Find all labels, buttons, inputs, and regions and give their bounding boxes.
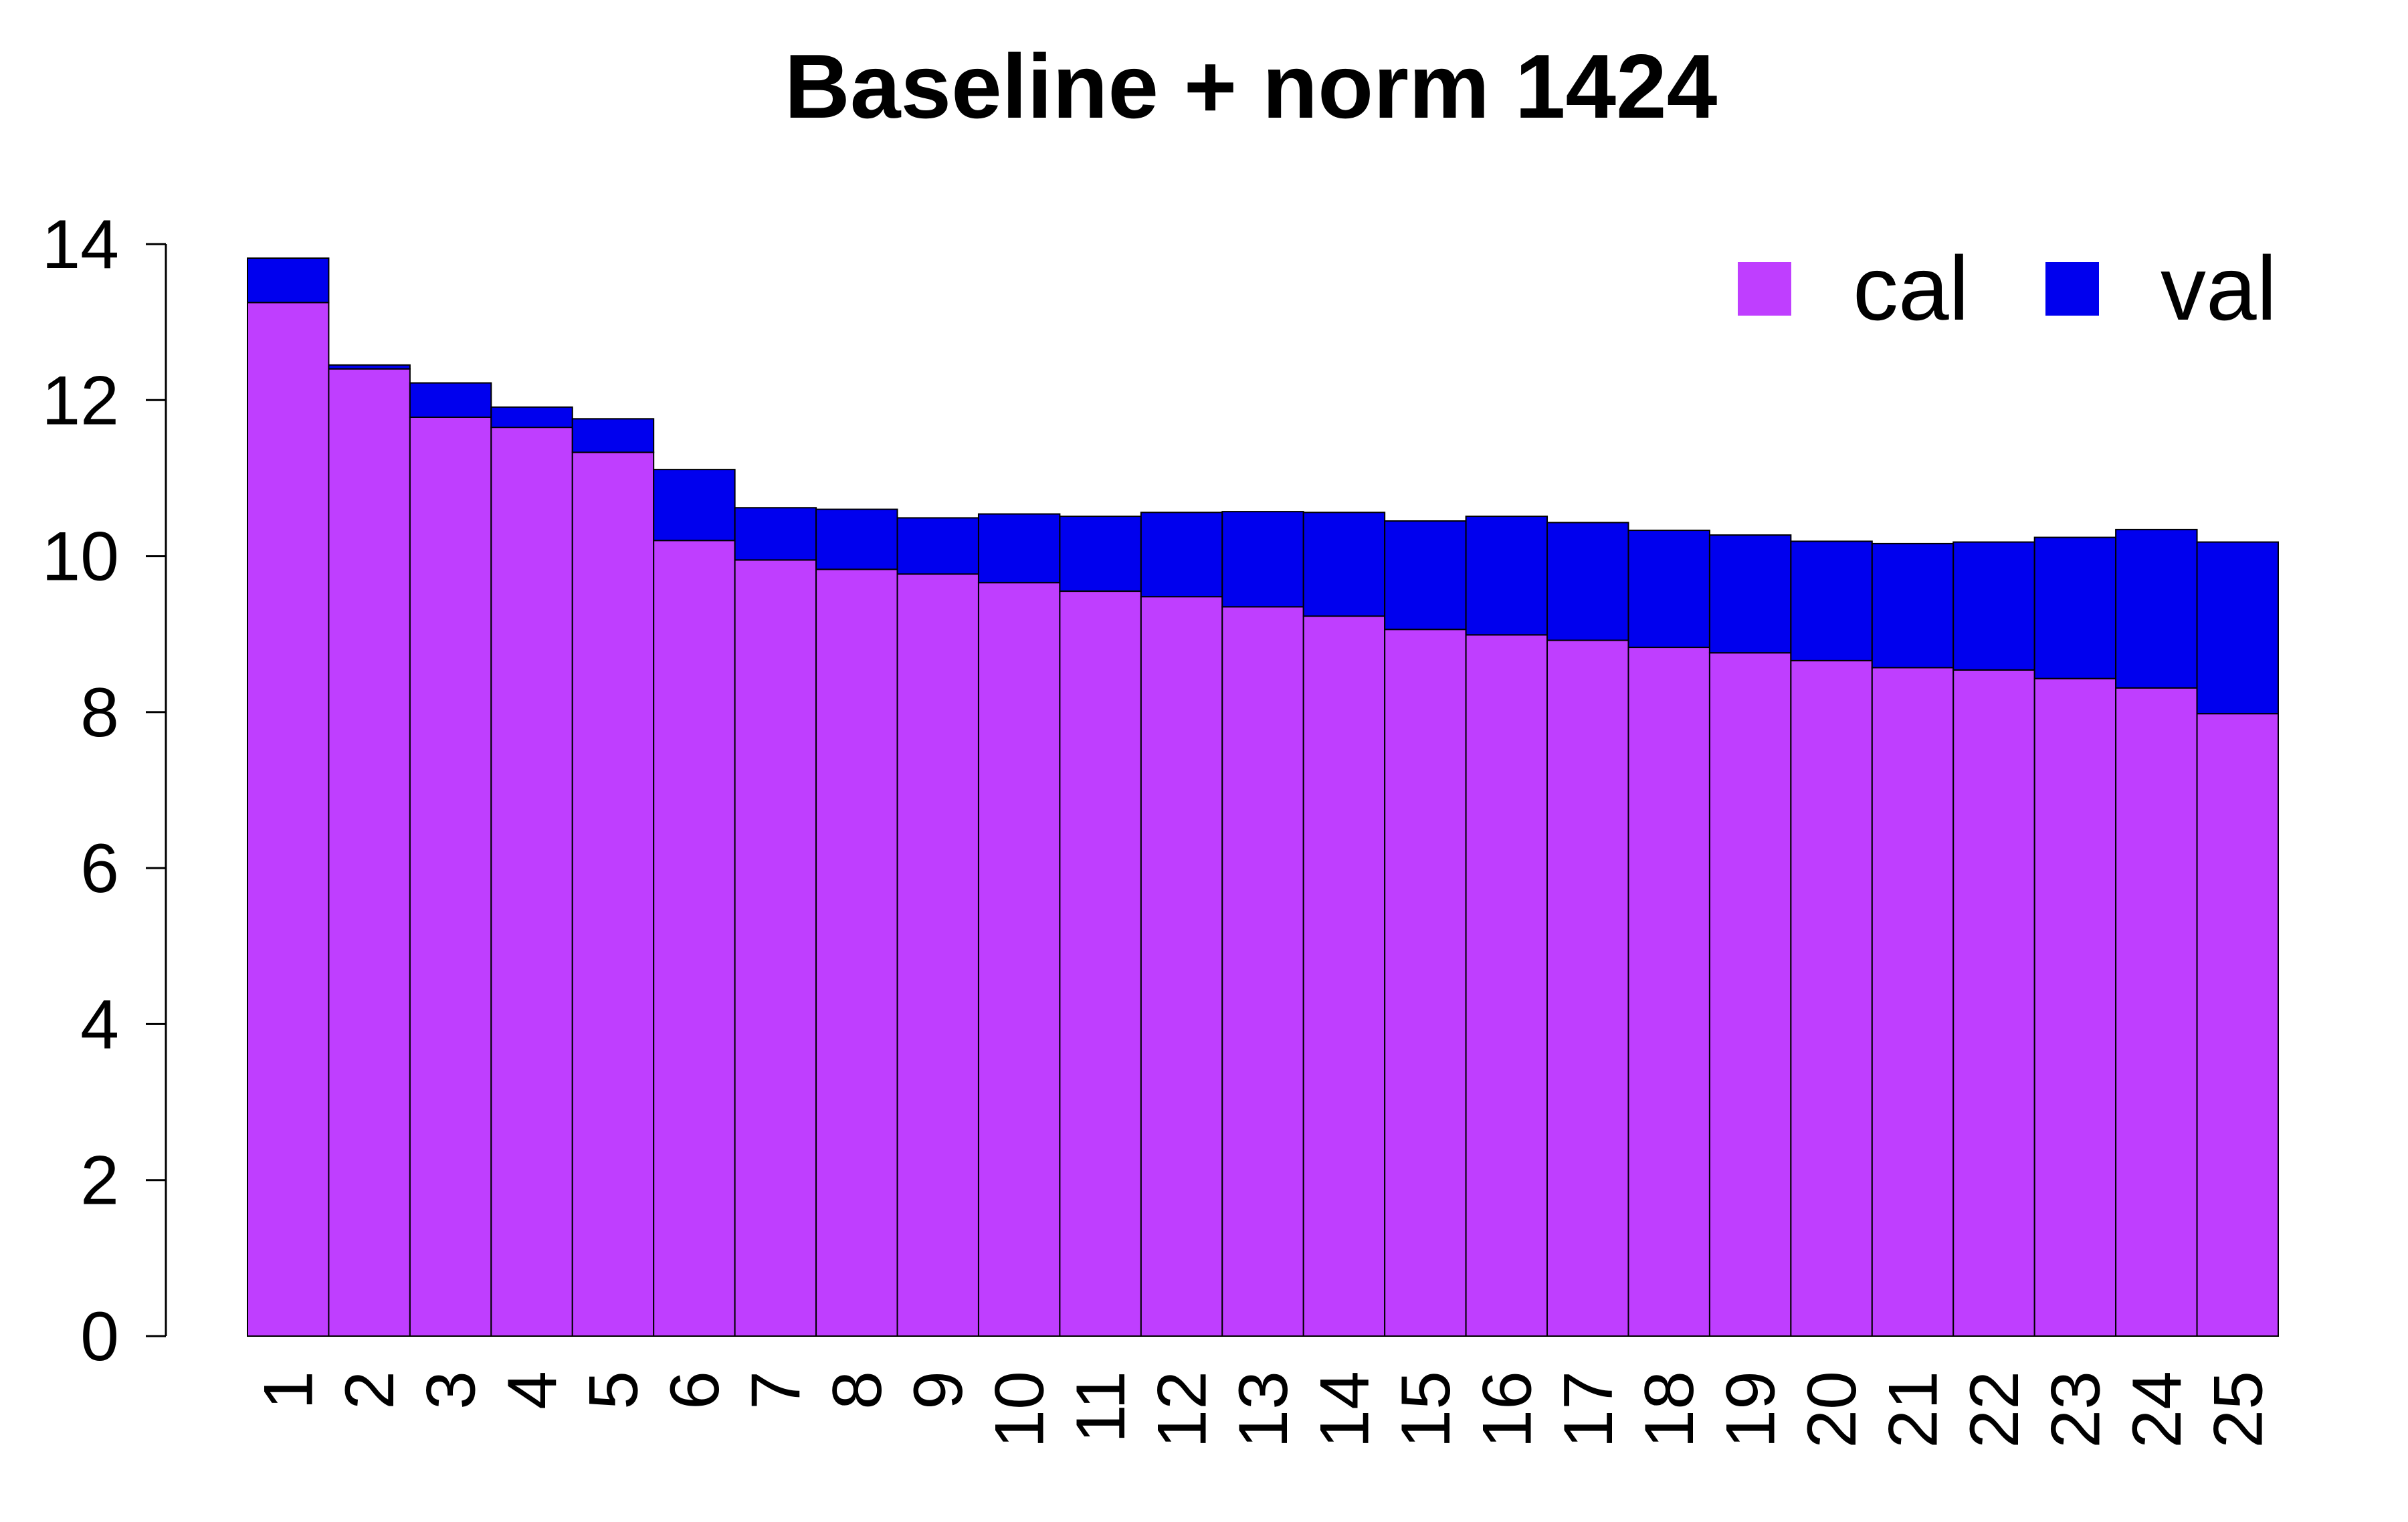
bar-val-10 bbox=[977, 513, 1061, 584]
y-tick-label: 12 bbox=[41, 362, 119, 439]
y-tick-label: 10 bbox=[41, 518, 119, 596]
bar-val-8 bbox=[815, 508, 898, 570]
x-tick-label: 15 bbox=[1387, 1371, 1465, 1448]
bar-cal-7 bbox=[734, 559, 817, 1337]
legend: cal val bbox=[1738, 237, 2277, 339]
x-tick-label: 22 bbox=[1956, 1371, 2033, 1448]
x-tick-label: 23 bbox=[2037, 1371, 2114, 1448]
bar-val-9 bbox=[896, 517, 979, 575]
x-tick-label: 25 bbox=[2199, 1371, 2277, 1448]
legend-label-val: val bbox=[2161, 237, 2277, 339]
bar-cal-23 bbox=[2033, 677, 2117, 1337]
bar-val-24 bbox=[2115, 528, 2198, 689]
bar-val-11 bbox=[1059, 516, 1142, 592]
bar-val-21 bbox=[1871, 542, 1954, 669]
x-tick-label: 24 bbox=[2118, 1371, 2196, 1448]
bar-cal-11 bbox=[1059, 590, 1142, 1337]
bar-cal-20 bbox=[1790, 659, 1873, 1337]
x-tick-label: 14 bbox=[1306, 1371, 1383, 1448]
bar-cal-6 bbox=[653, 540, 736, 1337]
x-tick-label: 20 bbox=[1793, 1371, 1871, 1448]
bar-val-15 bbox=[1384, 520, 1467, 631]
legend-label-cal: cal bbox=[1853, 237, 1969, 339]
x-tick-label: 10 bbox=[981, 1371, 1059, 1448]
bar-val-18 bbox=[1627, 530, 1710, 649]
x-tick-label: 1 bbox=[250, 1371, 328, 1410]
bar-cal-19 bbox=[1708, 652, 1792, 1337]
bar-val-2 bbox=[328, 364, 411, 370]
bar-val-14 bbox=[1302, 512, 1386, 617]
bar-cal-2 bbox=[328, 368, 411, 1337]
x-tick-label: 7 bbox=[737, 1371, 815, 1410]
bar-val-19 bbox=[1708, 534, 1792, 654]
bars-group bbox=[247, 257, 2280, 1337]
x-tick-label: 6 bbox=[656, 1371, 734, 1410]
x-tick-label: 12 bbox=[1144, 1371, 1221, 1448]
x-tick-label: 9 bbox=[900, 1371, 977, 1410]
x-tick-label: 2 bbox=[331, 1371, 409, 1410]
legend-swatch-cal bbox=[1738, 262, 1791, 316]
bar-val-22 bbox=[1952, 541, 2035, 671]
bar-val-4 bbox=[490, 406, 573, 429]
bar-val-16 bbox=[1465, 516, 1548, 636]
bar-cal-10 bbox=[977, 582, 1061, 1337]
bar-cal-14 bbox=[1302, 615, 1386, 1337]
bar-cal-4 bbox=[490, 427, 573, 1337]
x-tick-label: 13 bbox=[1225, 1371, 1302, 1448]
y-tick-label: 4 bbox=[80, 986, 119, 1063]
bar-val-1 bbox=[247, 257, 330, 304]
x-axis-labels: 1 2 3 4 5 6 7 8 9 10 11 12 13 14 15 16 17 18 19 20 21 22 23 24 2… bbox=[250, 1371, 2278, 1448]
bar-cal-15 bbox=[1384, 629, 1467, 1337]
x-tick-label: 21 bbox=[1875, 1371, 1952, 1448]
y-tick-label: 8 bbox=[80, 674, 119, 752]
bar-val-5 bbox=[571, 418, 655, 453]
y-tick-label: 2 bbox=[80, 1142, 119, 1220]
bar-cal-13 bbox=[1221, 606, 1304, 1337]
y-axis: 0 2 4 6 8 10 12 14 bbox=[41, 206, 167, 1376]
bar-cal-9 bbox=[896, 573, 979, 1337]
bar-cal-12 bbox=[1140, 596, 1223, 1337]
bar-val-3 bbox=[409, 382, 492, 418]
x-tick-label: 11 bbox=[1062, 1371, 1140, 1443]
bar-cal-22 bbox=[1952, 669, 2035, 1337]
bar-val-23 bbox=[2033, 536, 2117, 679]
legend-swatch-val bbox=[2045, 262, 2099, 316]
bar-val-25 bbox=[2196, 541, 2280, 715]
bar-cal-1 bbox=[247, 302, 330, 1337]
bar-cal-18 bbox=[1627, 647, 1710, 1337]
x-tick-label: 18 bbox=[1631, 1371, 1708, 1448]
bar-val-13 bbox=[1221, 511, 1304, 608]
bar-cal-16 bbox=[1465, 634, 1548, 1337]
chart-title: Baseline + norm 1424 bbox=[785, 35, 1718, 137]
x-tick-label: 3 bbox=[413, 1371, 490, 1410]
y-tick-label: 6 bbox=[80, 830, 119, 907]
bar-val-20 bbox=[1790, 540, 1873, 661]
y-tick-label: 0 bbox=[80, 1298, 119, 1376]
bar-val-6 bbox=[653, 469, 736, 542]
bar-cal-3 bbox=[409, 416, 492, 1337]
x-tick-label: 19 bbox=[1712, 1371, 1790, 1448]
x-tick-label: 16 bbox=[1468, 1371, 1546, 1448]
bar-cal-17 bbox=[1546, 639, 1629, 1337]
bar-cal-21 bbox=[1871, 667, 1954, 1337]
bar-val-7 bbox=[734, 507, 817, 561]
x-tick-label: 17 bbox=[1550, 1371, 1627, 1448]
bar-cal-5 bbox=[571, 451, 655, 1337]
bar-val-17 bbox=[1546, 522, 1629, 641]
bar-cal-25 bbox=[2196, 713, 2280, 1337]
bar-val-12 bbox=[1140, 512, 1223, 598]
x-tick-label: 4 bbox=[494, 1371, 571, 1410]
bar-cal-8 bbox=[815, 568, 898, 1337]
bar-cal-24 bbox=[2115, 687, 2198, 1337]
y-tick-label: 14 bbox=[41, 206, 119, 284]
x-tick-label: 8 bbox=[819, 1371, 896, 1410]
x-tick-label: 5 bbox=[575, 1371, 653, 1410]
